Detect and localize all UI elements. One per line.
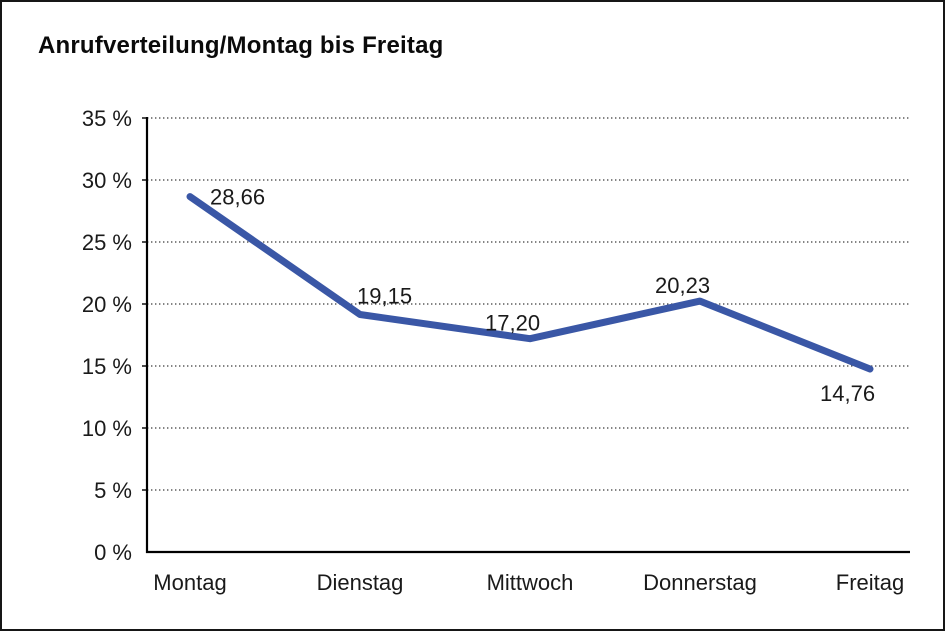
y-tick-label: 30 % xyxy=(82,168,132,193)
x-category-label: Mittwoch xyxy=(487,570,574,595)
data-point-label: 19,15 xyxy=(357,284,412,309)
x-category-label: Montag xyxy=(153,570,226,595)
data-point-label: 28,66 xyxy=(210,185,265,210)
data-line-series xyxy=(186,193,874,373)
y-tick-label: 10 % xyxy=(82,416,132,441)
data-point-label: 14,76 xyxy=(820,381,875,406)
x-category-label: Donnerstag xyxy=(643,570,757,595)
x-category-label: Dienstag xyxy=(317,570,404,595)
y-tick-label: 5 % xyxy=(94,478,132,503)
data-point-label: 17,20 xyxy=(485,311,540,336)
y-tick-label: 15 % xyxy=(82,354,132,379)
data-point-label: 20,23 xyxy=(655,273,710,298)
x-category-label: Freitag xyxy=(836,570,904,595)
chart-title: Anrufverteilung/Montag bis Freitag xyxy=(38,32,444,59)
y-tick-label: 25 % xyxy=(82,230,132,255)
y-tick-label: 0 % xyxy=(94,540,132,565)
y-tick-label: 35 % xyxy=(82,106,132,131)
y-tick-label: 20 % xyxy=(82,292,132,317)
